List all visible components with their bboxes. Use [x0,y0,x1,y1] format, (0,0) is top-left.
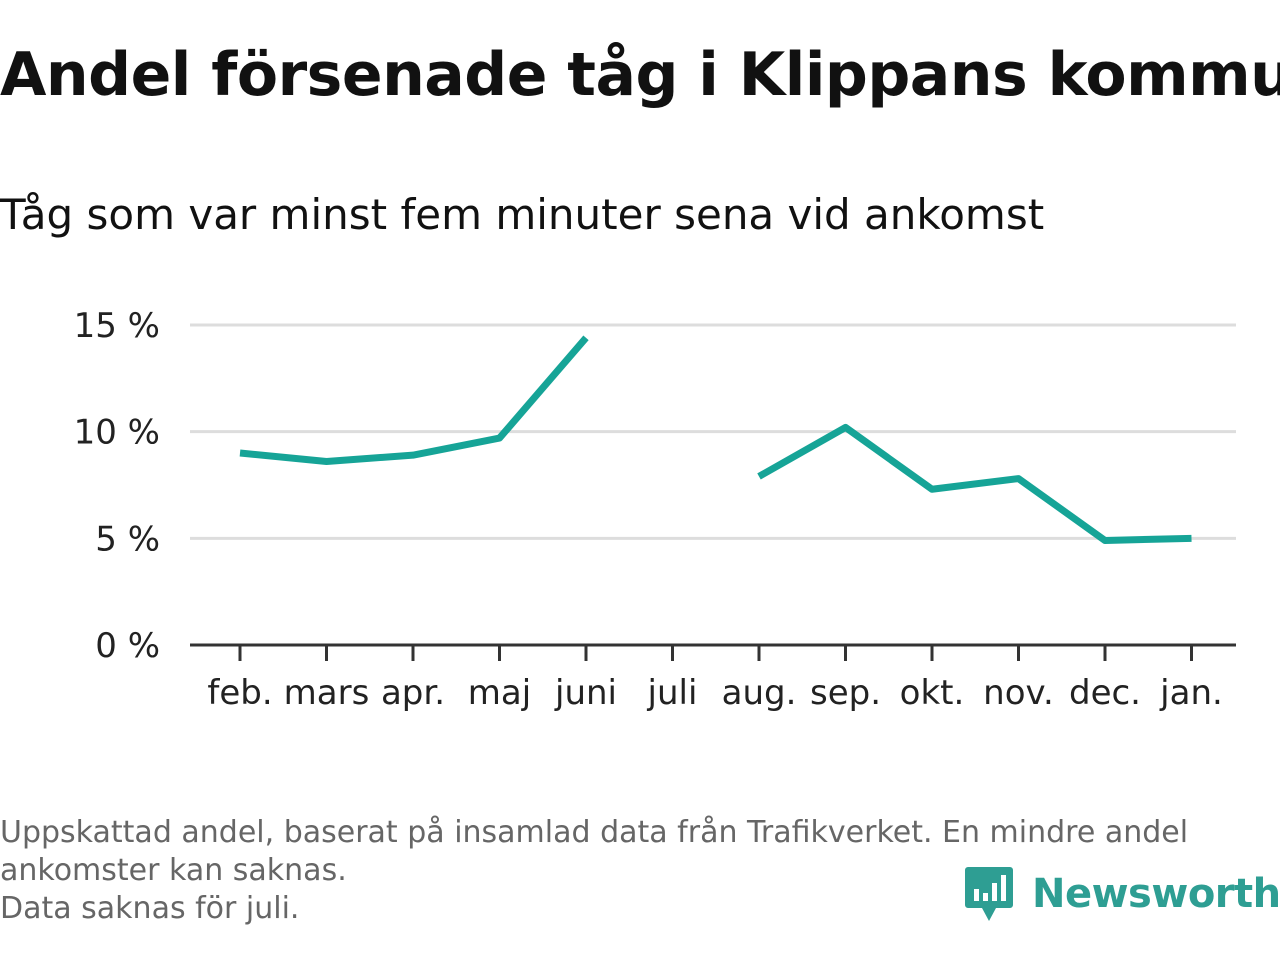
bar-chart-bubble-icon [965,867,1013,921]
newsworthy-logo: Newsworthy [964,865,1280,923]
footnote-line-2: ankomster kan saknas. [0,853,347,888]
y-tick-label: 15 % [74,306,160,346]
x-tick-label: nov. [983,673,1054,713]
series-line [757,423,1192,544]
y-tick-label: 0 % [95,626,160,666]
x-axis: feb. mars apr. maj juni juli aug. sep. okt. nov. d… [190,643,1236,713]
y-tick-label: 5 % [95,519,160,559]
chart-title: Andel försenade tåg i Klippans kommun [0,40,1280,110]
x-tick-label: okt. [900,673,965,713]
logo-text: Newsworthy [1032,871,1280,917]
x-tick-label: mars [284,673,370,713]
x-tick-label: feb. [207,673,272,713]
footnote-line-1: Uppskattad andel, baserat på insamlad da… [0,815,1189,850]
x-tick-label: juli [647,673,698,713]
line-chart: 0 % 5 % 10 % 15 % feb. mars apr. maj juni juli au… [74,306,1236,713]
grid-lines [190,323,1236,540]
series-lines [239,335,1192,544]
x-tick-label: sep. [810,673,881,713]
x-tick-label: aug. [722,673,797,713]
x-tick-label: jan. [1159,673,1223,713]
x-tick-label: juni [554,673,617,713]
footnote-line-3: Data saknas för juli. [0,891,300,926]
x-tick-label: apr. [381,673,445,713]
chart-subtitle: Tåg som var minst fem minuter sena vid a… [0,190,1045,239]
x-tick-label: maj [468,673,531,713]
y-tick-labels: 0 % 5 % 10 % 15 % [74,306,160,666]
series-line [239,335,589,466]
y-tick-label: 10 % [74,413,160,453]
x-tick-label: dec. [1069,673,1141,713]
